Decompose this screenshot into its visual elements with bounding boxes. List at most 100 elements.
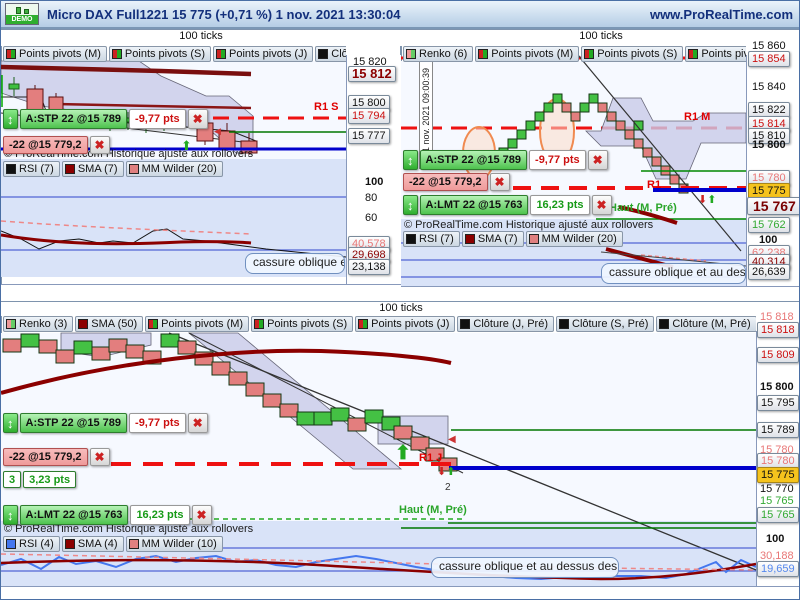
close-icon[interactable]: ✖ <box>587 150 608 170</box>
rsi-scale-label: 30,188 <box>760 550 794 562</box>
legend-item-rsi[interactable]: RSI (7) <box>3 161 60 177</box>
close-icon[interactable]: ✖ <box>591 195 612 215</box>
drag-updown-icon[interactable]: ↕ <box>3 505 18 525</box>
drag-updown-icon[interactable]: ↕ <box>403 150 418 170</box>
close-icon[interactable]: ✖ <box>191 505 212 525</box>
legend-item-points-pivots-s[interactable]: Points pivots (S) <box>108 46 212 62</box>
legend-label: SMA (50) <box>91 317 138 330</box>
sell-marker-icon: ◀ <box>448 434 456 445</box>
legend-item-points-pivots-j[interactable]: Points pivots (J) <box>355 316 456 332</box>
legend-item-points-pivots-j[interactable]: Points pivots (J) <box>213 46 314 62</box>
legend-label: Points pivots (S) <box>124 47 206 60</box>
position-label-right[interactable]: -22 @15 779,2 ✖ <box>403 173 512 191</box>
sma-icon <box>464 234 475 244</box>
close-line-icon <box>659 319 670 329</box>
stop-order-bottom[interactable]: ↕ A:STP 22 @15 789 -9,77 pts ✖ <box>3 413 210 433</box>
time-axis-right[interactable] <box>401 286 799 301</box>
close-icon[interactable]: ✖ <box>489 173 510 191</box>
close-icon[interactable]: ✖ <box>187 109 208 129</box>
limit-order-bottom[interactable]: ↕ A:LMT 22 @15 763 16,23 pts ✖ <box>3 505 214 525</box>
legend-label: SMA (7) <box>77 162 118 175</box>
haut-level-label: Haut (M, Pré) <box>609 202 677 214</box>
legend-item-mm-wilder[interactable]: MM Wilder (10) <box>125 536 223 552</box>
limit-order-right[interactable]: ↕ A:LMT 22 @15 763 16,23 pts ✖ <box>403 195 614 215</box>
legend-item-rsi[interactable]: RSI (4) <box>3 536 60 552</box>
rsi-scale-label: 100 <box>365 176 384 188</box>
close-icon[interactable]: ✖ <box>89 448 110 466</box>
legend-item-sma[interactable]: SMA (4) <box>61 536 124 552</box>
rsi-scale-label: 26,639 <box>748 264 790 280</box>
position-text[interactable]: -22 @15 779,2 <box>3 136 88 154</box>
sell-arrow-icon: ⬇ <box>437 466 447 478</box>
price-label: 15 800 <box>348 95 390 111</box>
drag-updown-icon[interactable]: ↕ <box>3 109 18 129</box>
legend-item-renko[interactable]: Renko (6) <box>403 46 474 62</box>
rsi-scale-label: 60 <box>365 212 378 224</box>
legend-label: Clôture <box>331 47 346 60</box>
price-label: 15 822 <box>748 102 790 118</box>
legend-item-points-pivots-s[interactable]: Points pivots (S) <box>581 46 684 62</box>
mm-wilder-icon <box>528 234 539 244</box>
legend-item-points-pivots-m[interactable]: Points pivots (M) <box>3 46 107 62</box>
price-label: 15 780 <box>748 170 790 186</box>
limit-order-label[interactable]: A:LMT 22 @15 763 <box>19 505 129 525</box>
legend-item-renko[interactable]: Renko (3) <box>3 316 74 332</box>
legend-label: Renko (6) <box>419 47 468 60</box>
legend-label: Points pivots (M) <box>161 317 244 330</box>
stop-order-label[interactable]: A:STP 22 @15 789 <box>19 413 128 433</box>
price-label: 15 818 <box>757 322 799 338</box>
drag-updown-icon[interactable]: ↕ <box>3 413 18 433</box>
price-label: 15 795 <box>757 395 799 411</box>
legend-item-cloture[interactable]: Clôture <box>315 46 346 62</box>
timeframe-title-bottom: 100 ticks <box>1 302 799 316</box>
pivot-icon <box>478 49 489 59</box>
price-label: 15 800 <box>760 381 794 393</box>
stop-order-label[interactable]: A:STP 22 @15 789 <box>419 150 528 170</box>
sell-arrow-icon: ⬇ <box>698 194 708 206</box>
time-axis-bottom[interactable] <box>1 586 799 599</box>
legend-item-sma[interactable]: SMA (7) <box>461 231 524 247</box>
legend-item-cloture-m[interactable]: Clôture (M, Pré) <box>656 316 756 332</box>
stop-order-label[interactable]: A:STP 22 @15 789 <box>19 109 128 129</box>
limit-order-label[interactable]: A:LMT 22 @15 763 <box>419 195 529 215</box>
legend-item-rsi[interactable]: RSI (7) <box>403 231 460 247</box>
legend-item-mm-wilder[interactable]: MM Wilder (20) <box>125 161 223 177</box>
annotation-note-right: cassure oblique et au dessu <box>601 263 746 284</box>
stop-order-left[interactable]: ↕ A:STP 22 @15 789 -9,77 pts ✖ <box>3 109 210 129</box>
legend-label: Points pivots (S) <box>597 47 678 60</box>
price-label: 15 810 <box>748 128 790 144</box>
legend-row-right: Renko (6) Points pivots (M) Points pivot… <box>403 46 746 63</box>
legend-label: Clôture (S, Pré) <box>572 317 649 330</box>
close-icon[interactable]: ✖ <box>187 413 208 433</box>
legend-item-cloture-s[interactable]: Clôture (S, Pré) <box>556 316 655 332</box>
legend-item-points-pivots-m[interactable]: Points pivots (M) <box>475 46 580 62</box>
legend-item-points-pivots-s[interactable]: Points pivots (S) <box>251 316 354 332</box>
rsi-legend-right: RSI (7) SMA (7) MM Wilder (20) <box>403 231 743 248</box>
right-chart-canvas <box>401 55 746 286</box>
time-axis-left[interactable] <box>1 284 401 301</box>
position-label-left[interactable]: -22 @15 779,2 ✖ <box>3 136 112 154</box>
website-link[interactable]: www.ProRealTime.com <box>649 6 793 22</box>
legend-item-points-pivots-m[interactable]: Points pivots (M) <box>145 316 250 332</box>
price-label: 15 809 <box>757 347 799 363</box>
close-icon[interactable]: ✖ <box>89 136 110 154</box>
legend-item-mm-wilder[interactable]: MM Wilder (20) <box>525 231 623 247</box>
pivot-icon <box>584 49 595 59</box>
legend-item-sma[interactable]: SMA (7) <box>61 161 124 177</box>
rsi-icon <box>406 234 416 244</box>
legend-item-sma50[interactable]: SMA (50) <box>75 316 144 332</box>
sma-icon <box>64 164 75 174</box>
trade-count: 3 <box>3 471 22 488</box>
rsi-icon <box>6 164 16 174</box>
stop-order-right[interactable]: ↕ A:STP 22 @15 789 -9,77 pts ✖ <box>403 150 610 170</box>
position-text[interactable]: -22 @15 779,2 <box>3 448 88 466</box>
drag-updown-icon[interactable]: ↕ <box>403 195 418 215</box>
sma50-line <box>1 348 452 395</box>
legend-item-cloture-j[interactable]: Clôture (J, Pré) <box>457 316 554 332</box>
legend-item-points-pivots-j[interactable]: Points pivots <box>685 46 746 62</box>
pivot-icon <box>688 49 699 59</box>
price-label: 15 860 <box>752 40 786 52</box>
position-text[interactable]: -22 @15 779,2 <box>403 173 488 191</box>
position-label-bottom[interactable]: -22 @15 779,2 ✖ <box>3 448 112 466</box>
rsi-scale-label: 19,659 <box>757 561 799 577</box>
